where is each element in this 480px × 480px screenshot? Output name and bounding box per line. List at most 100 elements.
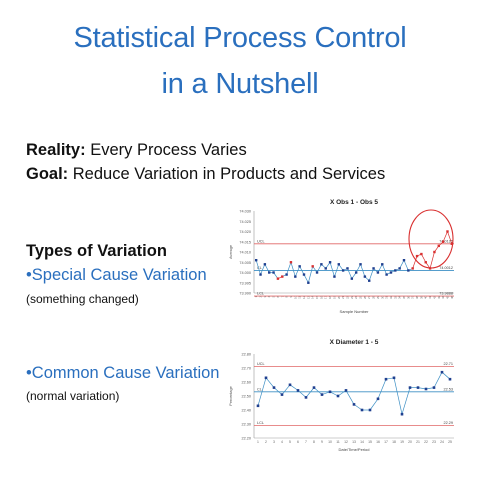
data-point — [424, 261, 427, 264]
data-point — [408, 386, 412, 389]
x-tick-label: 25 — [448, 440, 452, 444]
ucl-label: UCL — [257, 239, 265, 243]
data-point — [294, 275, 297, 278]
data-point — [311, 265, 314, 268]
data-point — [411, 267, 414, 270]
special-cause-note: (something changed) — [26, 292, 139, 306]
goal-text: Reduce Variation in Products and Service… — [72, 165, 386, 183]
series-segment — [447, 231, 453, 244]
y-tick-label: 74.025 — [239, 220, 251, 224]
data-point — [346, 267, 349, 270]
series-segment — [399, 260, 405, 269]
y-axis-label: Average — [229, 245, 233, 259]
x-tick-label: 20 — [337, 295, 341, 298]
data-point — [372, 267, 375, 270]
data-point — [304, 396, 308, 399]
x-tick-label: 27 — [367, 295, 371, 298]
cl-value-label: 74.0012 — [439, 266, 453, 270]
x-tick-label: 7 — [305, 440, 307, 444]
reality-label: Reality: — [26, 141, 86, 159]
data-point — [415, 254, 419, 258]
data-point — [256, 404, 260, 408]
series-segment — [393, 377, 403, 415]
x-tick-label: 16 — [376, 440, 380, 444]
reality-line: Reality: Every Process Varies — [26, 141, 247, 160]
ucl-value-label: 74.0125 — [439, 239, 453, 243]
x-tick-label: 10 — [328, 440, 332, 444]
series-segment — [429, 251, 435, 269]
x-tick-label: 39 — [419, 295, 423, 298]
x-tick-label: 2 — [259, 295, 263, 297]
x-tick-label: 19 — [332, 295, 336, 298]
x-tick-label: 23 — [350, 295, 354, 298]
data-point — [328, 261, 332, 264]
series-segment — [337, 390, 347, 397]
data-point — [440, 370, 444, 374]
series-segment — [255, 260, 261, 275]
x-tick-label: 11 — [336, 440, 340, 444]
y-tick-label: 22.40 — [241, 409, 251, 413]
series-segment — [294, 266, 300, 277]
data-point — [320, 263, 323, 266]
data-point — [392, 376, 396, 380]
series-segment — [290, 262, 296, 277]
x-tick-label: 14 — [360, 440, 364, 444]
x-tick-label: 6 — [297, 440, 299, 444]
lcl-label: LCL — [257, 292, 264, 296]
data-point — [285, 273, 288, 276]
x-tick-label: 9 — [321, 440, 323, 444]
data-point — [324, 267, 327, 270]
x-tick-label: 17 — [324, 295, 328, 298]
series-segment — [401, 387, 411, 415]
x-tick-label: 10 — [293, 295, 297, 298]
data-point — [337, 263, 340, 266]
data-point — [385, 273, 388, 276]
data-point — [344, 389, 348, 392]
x-tick-label: 24 — [440, 440, 444, 444]
x-tick-label: 16 — [319, 295, 323, 298]
data-point — [448, 377, 452, 381]
series-segment — [403, 260, 409, 271]
series-segment — [299, 266, 305, 275]
x-tick-label: 3 — [273, 440, 275, 444]
y-tick-label: 74.015 — [239, 240, 251, 244]
x-tick-label: 32 — [389, 295, 393, 298]
x-tick-label: 5 — [272, 295, 276, 297]
x-tick-label: 5 — [289, 440, 291, 444]
x-tick-label: 37 — [411, 295, 415, 298]
series-segment — [385, 377, 395, 380]
x-tick-label: 31 — [385, 295, 389, 298]
series-segment — [308, 266, 314, 283]
data-point — [280, 393, 284, 396]
data-point — [315, 271, 319, 274]
x-tick-label: 30 — [380, 295, 384, 298]
series-segment — [355, 264, 361, 273]
data-point — [441, 240, 445, 243]
x-tick-label: 15 — [368, 440, 372, 444]
chart-title: X Obs 1 - Obs 5 — [330, 199, 378, 206]
data-point — [307, 281, 310, 284]
series-segment — [377, 379, 387, 399]
series-segment — [433, 372, 443, 388]
series-segment — [273, 387, 283, 395]
data-point — [402, 259, 406, 262]
data-point — [341, 269, 345, 272]
series-segment — [334, 264, 340, 277]
lcl-value-label: 73.9888 — [439, 292, 453, 296]
series-segment — [377, 264, 383, 273]
slide-title-line-1: Statistical Process Control — [73, 22, 407, 54]
data-point — [416, 386, 420, 389]
data-point — [289, 261, 293, 264]
y-tick-label: 74.000 — [239, 271, 251, 275]
chart-title: X Diameter 1 - 5 — [330, 339, 379, 346]
x-tick-label: 41 — [428, 295, 432, 298]
data-point — [302, 273, 306, 276]
data-point — [254, 259, 258, 262]
x-tick-label: 2 — [265, 440, 267, 444]
series-segment — [381, 264, 387, 275]
x-tick-label: 20 — [408, 440, 412, 444]
data-point — [432, 386, 436, 389]
series-segment — [417, 387, 427, 390]
y-tick-label: 22.50 — [241, 395, 251, 399]
ucl-label: UCL — [257, 362, 265, 366]
